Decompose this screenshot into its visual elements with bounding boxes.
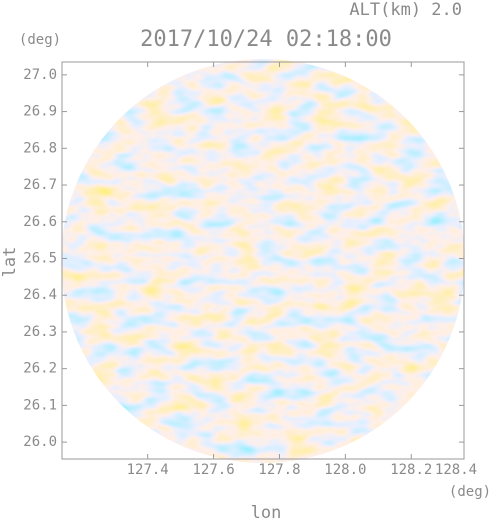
reflectivity-field [61, 59, 465, 463]
y-tick-label: 26.7 [23, 177, 57, 193]
subtitle: ALT(km) 2.0 [349, 0, 462, 20]
plot-frame [61, 61, 465, 460]
y-tick-label: 26.2 [23, 361, 57, 377]
x-tick-label: 127.6 [192, 462, 234, 478]
x-unit: (deg) [449, 484, 491, 500]
y-axis-label: lat [0, 247, 20, 278]
y-tick-label: 26.8 [23, 140, 57, 156]
x-tick-label: 128.0 [324, 462, 366, 478]
x-tick-label: 128.2 [390, 462, 432, 478]
x-tick-label: 127.4 [127, 462, 169, 478]
y-tick-label: 26.9 [23, 104, 57, 120]
x-tick-label: 127.8 [258, 462, 300, 478]
y-tick-label: 27.0 [23, 67, 57, 83]
y-tick-label: 26.4 [23, 287, 57, 303]
y-tick-label: 26.0 [23, 434, 57, 450]
y-tick-label: 26.5 [23, 250, 57, 266]
chart-title: 2017/10/24 02:18:00 [140, 27, 392, 52]
y-unit: (deg) [19, 32, 61, 48]
y-tick-label: 26.1 [23, 397, 57, 413]
y-tick-label: 26.3 [23, 324, 57, 340]
y-tick-label: 26.6 [23, 214, 57, 230]
x-tick-label: 128.4 [435, 462, 477, 478]
x-axis-label: lon [251, 503, 282, 521]
